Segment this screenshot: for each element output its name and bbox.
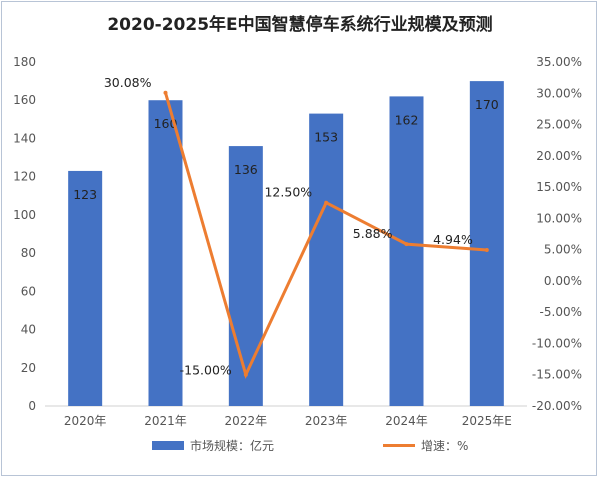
growth-data-label: 5.88% (353, 226, 393, 241)
x-tick-label: 2020年 (64, 414, 107, 428)
growth-point-2 (243, 372, 248, 377)
legend-label-line: 增速：% (421, 439, 469, 453)
growth-point-5 (484, 248, 489, 253)
y-left-tick-label: 160 (13, 93, 36, 107)
legend-item-bar: 市场规模：亿元 (152, 437, 274, 454)
y-right-tick-label: 0.00% (544, 274, 582, 288)
growth-data-label: 12.50% (264, 185, 312, 200)
y-left-tick-label: 180 (13, 55, 36, 69)
legend-item-line: 增速：% (383, 437, 468, 454)
y-right-tick-label: 25.00% (536, 118, 582, 132)
chart-title: 2020-2025年E中国智慧停车系统行业规模及预测 (107, 15, 493, 35)
y-left-tick-label: 120 (13, 170, 36, 184)
bar-data-label: 160 (154, 116, 178, 131)
x-tick-label: 2023年 (305, 414, 348, 428)
legend-label-bar: 市场规模：亿元 (190, 439, 275, 453)
bar-4 (389, 96, 424, 407)
y-right-tick-label: -15.00% (532, 368, 582, 382)
y-right-tick-label: 10.00% (536, 211, 582, 225)
x-tick-label: 2024年 (385, 414, 428, 428)
x-tick-label: 2021年 (144, 414, 187, 428)
x-tick-label: 2025年E (462, 414, 512, 428)
y-left-tick-label: 140 (13, 131, 36, 145)
legend-swatch-line (383, 444, 415, 447)
y-right-tick-label: 5.00% (544, 243, 582, 257)
y-left-tick-label: 80 (21, 246, 36, 260)
legend-swatch-bar (152, 441, 184, 450)
x-tick-label: 2022年 (225, 414, 268, 428)
bar-data-label: 162 (395, 112, 419, 127)
y-left-tick-label: 40 (21, 323, 36, 337)
y-left-tick-label: 0 (28, 399, 36, 413)
bar-1 (148, 100, 183, 406)
bar-data-label: 136 (234, 162, 258, 177)
growth-data-label: -15.00% (180, 363, 232, 378)
y-right-tick-label: -5.00% (540, 305, 582, 319)
bar-2 (228, 146, 263, 407)
growth-point-1 (163, 90, 168, 95)
bar-data-label: 123 (73, 187, 97, 202)
y-right-tick-label: 20.00% (536, 149, 582, 163)
bar-0 (68, 170, 103, 406)
y-left-tick-label: 60 (21, 284, 36, 298)
growth-point-3 (324, 200, 329, 205)
y-right-tick-label: -10.00% (532, 336, 582, 350)
y-right-tick-label: -20.00% (532, 399, 582, 413)
bar-data-label: 153 (314, 130, 338, 145)
bar-3 (309, 113, 344, 406)
y-left-tick-label: 20 (21, 361, 36, 375)
growth-data-label: 30.08% (104, 75, 152, 90)
bar-data-label: 170 (475, 97, 499, 112)
y-right-tick-label: 15.00% (536, 180, 582, 194)
y-left-tick-label: 100 (13, 208, 36, 222)
y-right-tick-label: 35.00% (536, 55, 582, 69)
y-right-tick-label: 30.00% (536, 86, 582, 100)
growth-point-4 (404, 242, 409, 247)
bar-5 (469, 81, 504, 406)
growth-data-label: 4.94% (433, 232, 473, 247)
